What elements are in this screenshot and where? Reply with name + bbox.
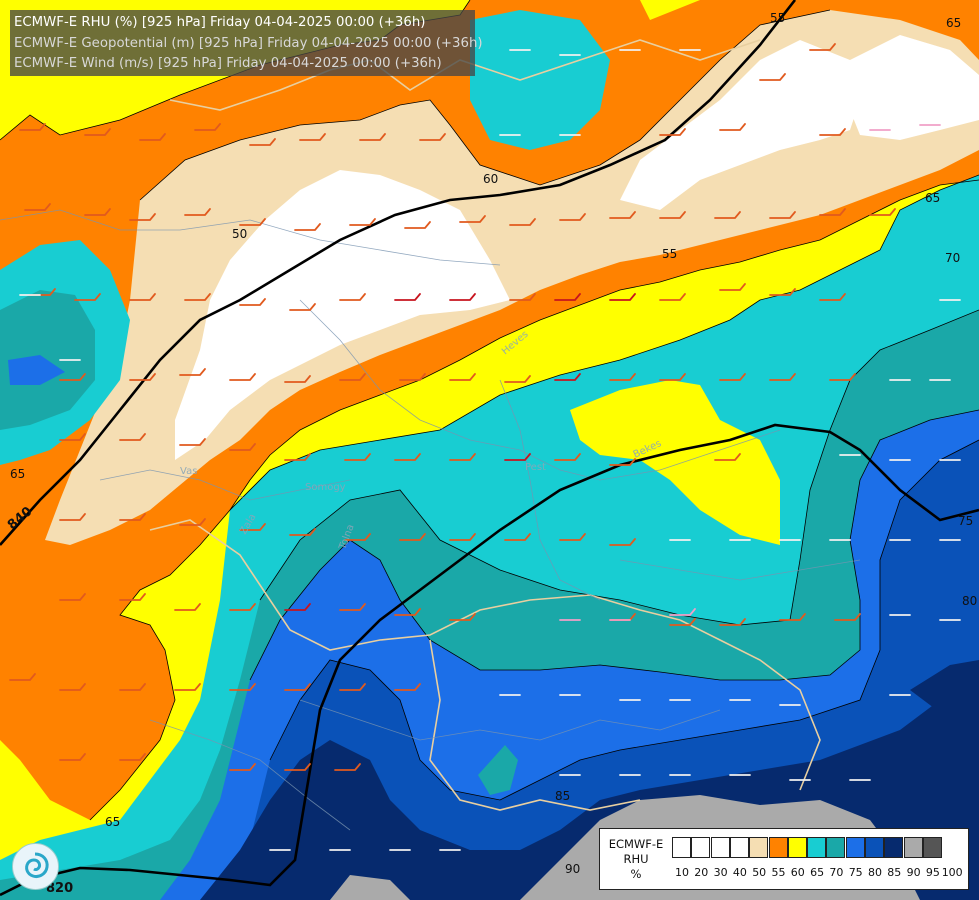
contour-label-6: 70 [945, 251, 960, 265]
legend-title-line-3: % [630, 867, 642, 881]
rhu-band-below-50-ne [620, 40, 860, 210]
legend-tick-70: 70 [829, 866, 844, 879]
legend-tick-55: 55 [771, 866, 786, 879]
legend-tick-95: 95 [925, 866, 940, 879]
legend-swatch-12 [903, 837, 923, 858]
legend-title: ECMWF-E RHU % [604, 837, 668, 882]
geopotential-label-820: 820 [46, 881, 73, 896]
legend-tick-65: 65 [810, 866, 825, 879]
legend-tick-75: 75 [848, 866, 863, 879]
legend-swatch-5 [768, 837, 788, 858]
contour-label-7: 75 [958, 514, 973, 528]
wind-barbs-orange [9, 43, 896, 771]
legend-tick-10: 10 [675, 866, 689, 879]
wind-barbs-pink [559, 124, 941, 621]
legend-tick-40: 40 [732, 866, 747, 879]
contour-label-8: 80 [962, 594, 977, 608]
title-geopotential: ECMWF-E Geopotential (m) [925 hPa] Frida… [14, 35, 483, 51]
legend-swatch-7 [807, 837, 827, 858]
legend-swatch-13 [922, 837, 942, 858]
legend-swatch-2 [710, 837, 730, 858]
rhu-band-below-50 [175, 170, 510, 460]
contour-label-2: 60 [483, 172, 498, 186]
contour-label-12: 65 [105, 815, 120, 829]
legend-tick-80: 80 [868, 866, 882, 879]
rhu-blob-nw-blue [8, 355, 65, 385]
legend-tick-85: 85 [887, 866, 902, 879]
legend-tick-30: 30 [713, 866, 728, 879]
region-label-pest: Pest [525, 462, 546, 473]
rhu-legend: ECMWF-E RHU % 10 20 30 40 50 55 60 65 70 75 80 85 90… [599, 828, 969, 890]
legend-swatch-8 [826, 837, 846, 858]
region-label-vas: Vas [180, 466, 197, 477]
legend-tick-90: 90 [906, 866, 921, 879]
contour-label-10: 90 [565, 862, 580, 876]
rivers-and-admin-lines [0, 209, 861, 831]
wind-barbs-red [284, 293, 636, 611]
rhu-blob-teal-south [478, 745, 518, 795]
legend-swatch-6 [787, 837, 807, 858]
ecmwf-logo [12, 843, 59, 890]
contour-label-13: 65 [946, 16, 961, 30]
rhu-contour-labels: 55 60 50 55 65 70 75 80 85 90 65 65 65 [10, 11, 977, 876]
contour-label-9: 85 [555, 789, 570, 803]
legend-tick-60: 60 [790, 866, 805, 879]
contour-label-3: 50 [232, 227, 247, 241]
geopotential-840-line [0, 0, 797, 546]
legend-swatch-3 [729, 837, 749, 858]
contour-label-1: 55 [770, 11, 785, 25]
rhu-contour-lines [0, 0, 979, 821]
rhu-blob-yellow-east [570, 380, 780, 545]
rhu-band-below-50-ne2 [850, 35, 979, 140]
legend-swatch-11 [884, 837, 904, 858]
geopotential-830-line [0, 423, 979, 897]
legend-swatch-4 [749, 837, 769, 858]
legend-title-line-2: RHU [623, 852, 649, 866]
legend-swatch-1 [691, 837, 711, 858]
wind-barbs [9, 43, 961, 851]
title-rhu: ECMWF-E RHU (%) [925 hPa] Friday 04-04-2… [14, 15, 426, 30]
rhu-band-90-95-sw [330, 875, 410, 900]
legend-title-line-1: ECMWF-E [608, 837, 664, 851]
legend-swatch-0 [672, 837, 691, 858]
contour-label-5: 65 [925, 191, 940, 205]
legend-swatch-9 [845, 837, 865, 858]
map-title-box: ECMWF-E RHU (%) [925 hPa] Friday 04-04-2… [10, 10, 483, 76]
contour-label-4: 55 [662, 247, 677, 261]
ecmwf-swirl-icon [25, 852, 49, 878]
legend-swatch-10 [865, 837, 884, 858]
rhu-blob-navy-east [910, 660, 979, 720]
legend-tick-100: 100 [941, 866, 963, 879]
rhu-blob-nw-teal [0, 290, 95, 430]
title-wind: ECMWF-E Wind (m/s) [925 hPa] Friday 04-0… [14, 56, 442, 71]
region-label-somogy: Somogy [305, 482, 346, 493]
legend-tick-20: 20 [694, 866, 709, 879]
contour-label-11: 65 [10, 467, 25, 481]
rhu-blob-north-cyan [470, 10, 610, 150]
legend-tick-50: 50 [752, 866, 767, 879]
wind-barbs-white [19, 49, 961, 851]
